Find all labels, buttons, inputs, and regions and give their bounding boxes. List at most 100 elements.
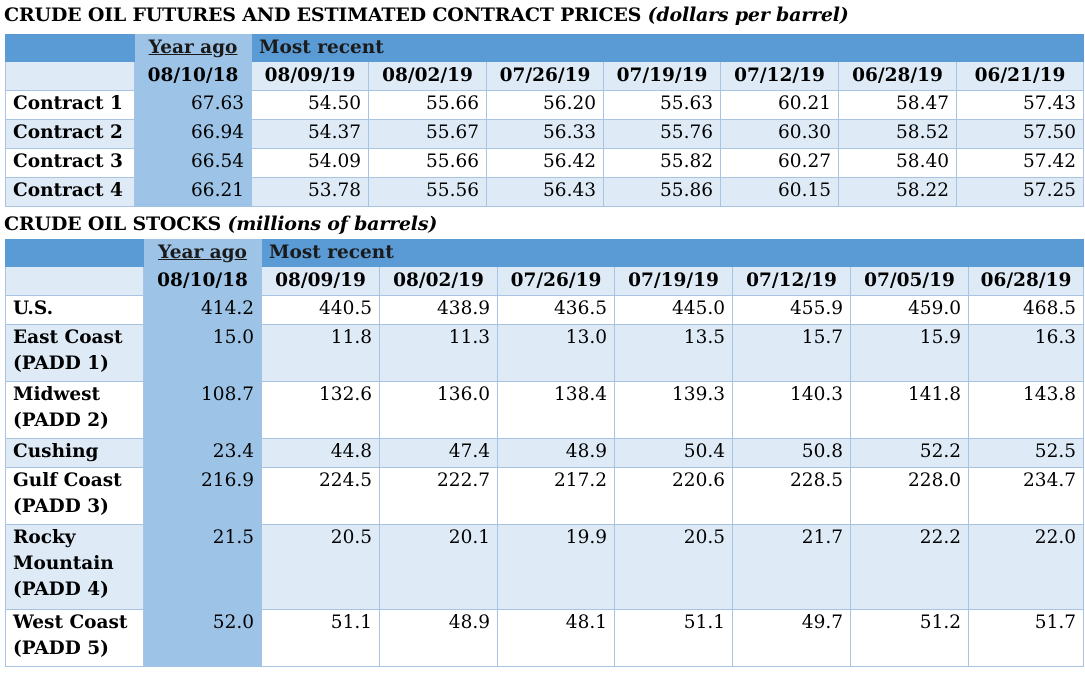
stocks-row: East Coast (PADD 1) 15.0 11.8 11.3 13.0 13.5 1… <box>5 324 1084 382</box>
futures-row: Contract 3 66.54 54.09 55.66 56.42 55.82 60.27… <box>5 148 1084 178</box>
stocks-cell: 50.8 <box>732 438 851 468</box>
futures-cell: 56.42 <box>486 148 604 178</box>
stocks-cell: 140.3 <box>732 381 851 439</box>
futures-table: Year ago Most recent 08/10/18 08/09/19 0… <box>5 34 1084 207</box>
futures-cell: 55.66 <box>368 90 487 120</box>
stocks-cell: 436.5 <box>497 295 615 325</box>
futures-date-row: 08/10/18 08/09/19 08/02/19 07/26/19 07/1… <box>5 61 1084 91</box>
futures-cell: 55.67 <box>368 119 487 149</box>
futures-title-text: CRUDE OIL FUTURES AND ESTIMATED CONTRACT… <box>4 4 642 26</box>
futures-cell: 60.30 <box>720 119 839 149</box>
stocks-cell: 20.1 <box>379 524 498 610</box>
futures-date-header: 08/10/18 <box>134 61 252 91</box>
stocks-date-blank <box>5 266 144 296</box>
futures-cell: 66.54 <box>134 148 252 178</box>
futures-cell: 55.76 <box>603 119 721 149</box>
stocks-row: Midwest (PADD 2) 108.7 132.6 136.0 138.4 139.… <box>5 381 1084 439</box>
stocks-row-label: Cushing <box>5 438 144 468</box>
stocks-cell: 459.0 <box>850 295 969 325</box>
futures-unit: (dollars per barrel) <box>647 4 849 26</box>
futures-cell: 58.22 <box>838 177 957 207</box>
stocks-cell: 44.8 <box>261 438 380 468</box>
futures-cell: 66.94 <box>134 119 252 149</box>
futures-year-ago-label: Year ago <box>148 37 238 58</box>
futures-cell: 57.50 <box>956 119 1084 149</box>
stocks-cell: 228.0 <box>850 467 969 525</box>
stocks-row-label: West Coast (PADD 5) <box>5 609 144 667</box>
stocks-cell: 224.5 <box>261 467 380 525</box>
stocks-cell: 13.5 <box>614 324 733 382</box>
futures-cell: 55.86 <box>603 177 721 207</box>
stocks-cell: 50.4 <box>614 438 733 468</box>
stocks-most-recent-header: Most recent <box>261 239 1084 267</box>
stocks-cell: 132.6 <box>261 381 380 439</box>
stocks-cell: 16.3 <box>968 324 1084 382</box>
stocks-cell: 108.7 <box>143 381 262 439</box>
stocks-cell: 23.4 <box>143 438 262 468</box>
stocks-row-label: U.S. <box>5 295 144 325</box>
stocks-cell: 143.8 <box>968 381 1084 439</box>
stocks-cell: 52.0 <box>143 609 262 667</box>
stocks-cell: 51.1 <box>614 609 733 667</box>
futures-header-row-1: Year ago Most recent <box>5 34 1084 62</box>
stocks-row-label: Midwest (PADD 2) <box>5 381 144 439</box>
stocks-cell: 15.9 <box>850 324 969 382</box>
stocks-cell: 22.0 <box>968 524 1084 610</box>
stocks-date-header: 08/10/18 <box>143 266 262 296</box>
stocks-title-text: CRUDE OIL STOCKS <box>4 213 222 235</box>
stocks-cell: 234.7 <box>968 467 1084 525</box>
futures-cell: 60.15 <box>720 177 839 207</box>
stocks-row: Cushing 23.4 44.8 47.4 48.9 50.4 50.8 52.2 52.5 <box>5 438 1084 468</box>
futures-year-ago-header: Year ago <box>134 34 252 62</box>
stocks-date-header: 07/12/19 <box>732 266 851 296</box>
stocks-cell: 15.7 <box>732 324 851 382</box>
futures-date-header: 06/28/19 <box>838 61 957 91</box>
stocks-cell: 228.5 <box>732 467 851 525</box>
stocks-date-header: 08/09/19 <box>261 266 380 296</box>
stocks-row: Gulf Coast (PADD 3) 216.9 224.5 222.7 217.2 2… <box>5 467 1084 525</box>
futures-row-label: Contract 1 <box>5 90 135 120</box>
stocks-cell: 139.3 <box>614 381 733 439</box>
stocks-cell: 220.6 <box>614 467 733 525</box>
futures-cell: 60.27 <box>720 148 839 178</box>
stocks-date-header: 07/05/19 <box>850 266 969 296</box>
stocks-header-blank <box>5 239 144 267</box>
stocks-cell: 21.7 <box>732 524 851 610</box>
stocks-cell: 217.2 <box>497 467 615 525</box>
stocks-cell: 136.0 <box>379 381 498 439</box>
stocks-cell: 51.2 <box>850 609 969 667</box>
futures-row: Contract 4 66.21 53.78 55.56 56.43 55.86 60.15… <box>5 177 1084 207</box>
stocks-cell: 20.5 <box>261 524 380 610</box>
futures-date-header: 06/21/19 <box>956 61 1084 91</box>
futures-cell: 54.37 <box>251 119 369 149</box>
stocks-date-row: 08/10/18 08/09/19 08/02/19 07/26/19 07/1… <box>5 266 1084 296</box>
stocks-row: U.S. 414.2 440.5 438.9 436.5 445.0 455.9 459.0 4… <box>5 295 1084 325</box>
futures-cell: 54.50 <box>251 90 369 120</box>
stocks-unit: (millions of barrels) <box>227 213 438 235</box>
futures-cell: 58.40 <box>838 148 957 178</box>
stocks-cell: 11.3 <box>379 324 498 382</box>
stocks-cell: 51.7 <box>968 609 1084 667</box>
futures-row: Contract 1 67.63 54.50 55.66 56.20 55.63 60.21… <box>5 90 1084 120</box>
stocks-row-label: Gulf Coast (PADD 3) <box>5 467 144 525</box>
futures-cell: 58.47 <box>838 90 957 120</box>
futures-date-header: 08/09/19 <box>251 61 369 91</box>
futures-cell: 56.43 <box>486 177 604 207</box>
stocks-cell: 52.5 <box>968 438 1084 468</box>
futures-cell: 57.42 <box>956 148 1084 178</box>
futures-date-header: 08/02/19 <box>368 61 487 91</box>
stocks-cell: 21.5 <box>143 524 262 610</box>
stocks-cell: 414.2 <box>143 295 262 325</box>
stocks-cell: 222.7 <box>379 467 498 525</box>
stocks-cell: 15.0 <box>143 324 262 382</box>
futures-cell: 67.63 <box>134 90 252 120</box>
stocks-cell: 48.1 <box>497 609 615 667</box>
stocks-cell: 455.9 <box>732 295 851 325</box>
stocks-cell: 51.1 <box>261 609 380 667</box>
stocks-cell: 440.5 <box>261 295 380 325</box>
futures-cell: 55.63 <box>603 90 721 120</box>
futures-cell: 56.33 <box>486 119 604 149</box>
stocks-cell: 19.9 <box>497 524 615 610</box>
futures-cell: 58.52 <box>838 119 957 149</box>
futures-row: Contract 2 66.94 54.37 55.67 56.33 55.76 60.30… <box>5 119 1084 149</box>
